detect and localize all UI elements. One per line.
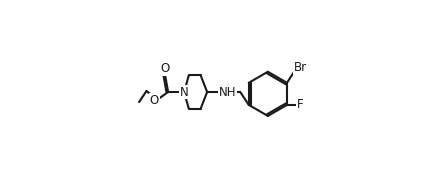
Text: N: N <box>180 86 188 98</box>
Text: F: F <box>297 98 304 111</box>
Text: NH: NH <box>219 86 236 98</box>
Text: O: O <box>150 94 159 107</box>
Text: Br: Br <box>294 61 307 74</box>
Text: O: O <box>160 62 169 75</box>
